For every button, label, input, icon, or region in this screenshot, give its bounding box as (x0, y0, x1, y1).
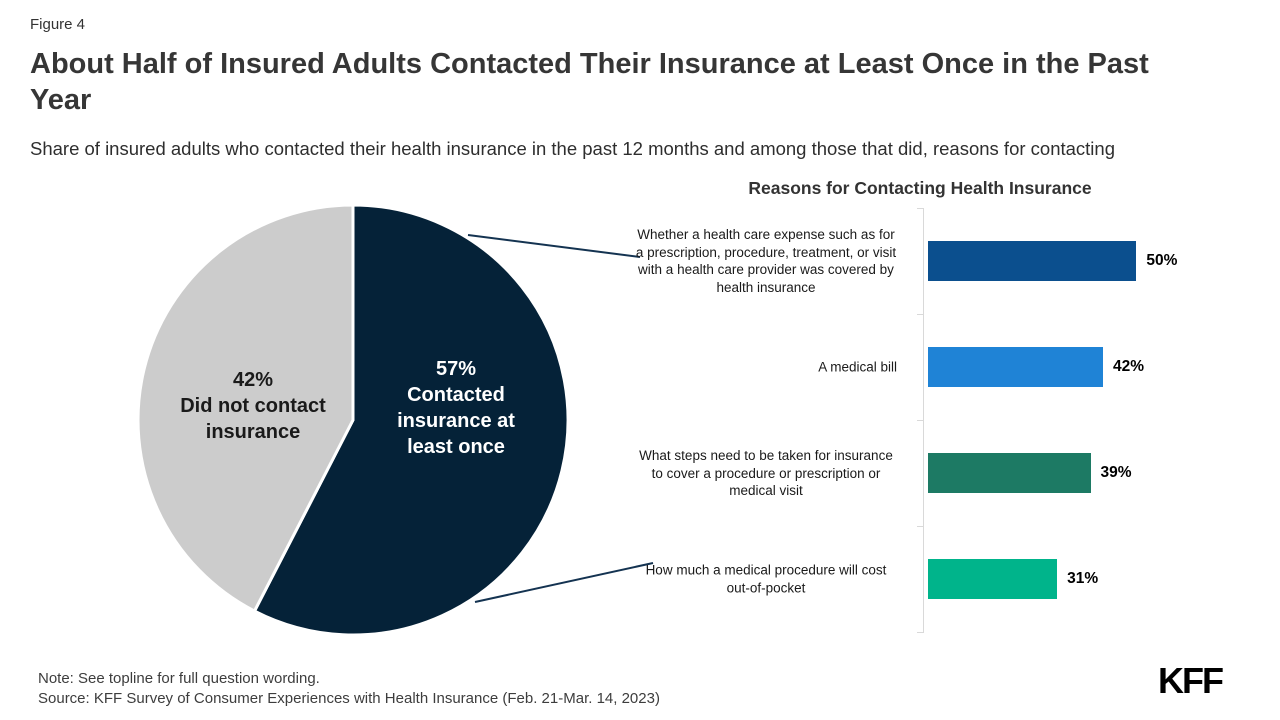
bar-value-label-1: 42% (1113, 358, 1145, 375)
bar-0 (928, 241, 1136, 281)
figure-label: Figure 4 (30, 16, 86, 33)
kff-logo: KFF (1158, 660, 1224, 701)
axis-tick-2 (917, 420, 924, 421)
bar-chart-title: Reasons for Contacting Health Insurance (748, 178, 1092, 198)
axis-tick-3 (917, 526, 924, 527)
page-title: About Half of Insured Adults Contacted T… (30, 48, 1149, 116)
figure-subtitle: Share of insured adults who contacted th… (30, 138, 1115, 159)
pie-slice-label-1: 42% Did not contact insurance (180, 369, 326, 443)
bar-category-label-3: How much a medical procedure will cost o… (645, 562, 887, 596)
pie-slice-label-0: 57% Contacted insurance at least once (397, 358, 515, 458)
leader-line-1 (474, 562, 654, 603)
bar-category-label-0: Whether a health care expense such as fo… (635, 227, 897, 295)
bar-category-label-1: A medical bill (818, 359, 897, 375)
axis-tick-1 (917, 314, 924, 315)
source-text: Source: KFF Survey of Consumer Experienc… (38, 690, 660, 707)
bar-3 (928, 559, 1057, 599)
axis-tick-4 (917, 632, 924, 633)
axis-tick-0 (917, 208, 924, 209)
bar-value-label-3: 31% (1067, 570, 1099, 587)
bar-2 (928, 453, 1091, 493)
leader-line-0 (467, 234, 641, 258)
bar-value-label-0: 50% (1146, 252, 1178, 269)
note-text: Note: See topline for full question word… (38, 670, 320, 687)
bar-value-label-2: 39% (1100, 464, 1132, 481)
bar-category-label-2: What steps need to be taken for insuranc… (639, 447, 893, 498)
bar-1 (928, 347, 1103, 387)
